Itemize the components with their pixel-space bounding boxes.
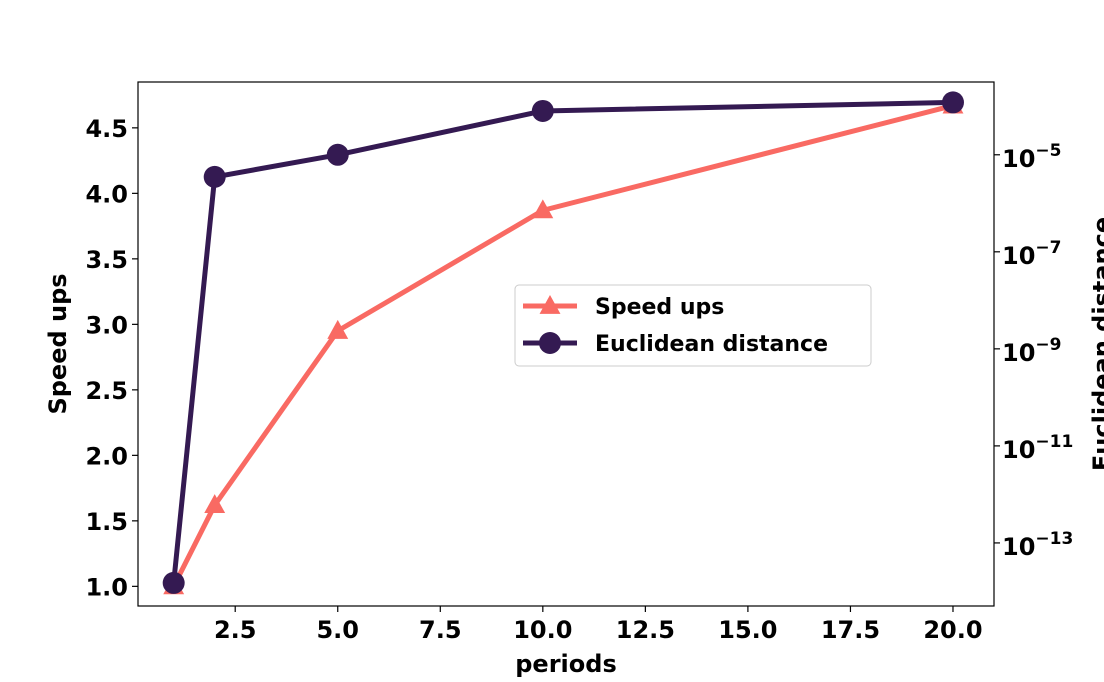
plot-frame [137, 81, 995, 607]
y2-tick-label: 10−7 [1002, 238, 1061, 270]
x-tick-label: 10.0 [513, 616, 572, 644]
y2-tick-label: 10−11 [1002, 432, 1073, 464]
x-tick-label: 12.5 [616, 616, 675, 644]
data-point-circle [531, 99, 554, 122]
data-point-triangle [532, 199, 554, 219]
y-axis-ticks: 1.0 1.5 2.0 2.5 3.0 3.5 4.0 4.5 [85, 115, 138, 601]
legend: Speed ups Euclidean distance [514, 284, 872, 367]
y2-tick-label: 10−13 [1002, 529, 1073, 561]
y-tick-label: 1.0 [85, 573, 128, 601]
data-point-circle [941, 91, 964, 114]
y-tick-label: 3.5 [85, 246, 128, 274]
y-tick-label: 1.5 [85, 508, 128, 536]
x-tick-label: 5.0 [316, 616, 359, 644]
data-point-triangle [204, 494, 226, 514]
x-axis-ticks: 2.5 5.0 7.5 10.0 12.5 15.0 17.5 20.0 [214, 606, 983, 644]
y2-axis-title: Euclidean distance [1088, 217, 1104, 471]
y2-tick-label: 10−5 [1002, 141, 1061, 173]
data-point-triangle [327, 319, 349, 339]
legend-label: Speed ups [595, 295, 724, 320]
data-point-circle [203, 165, 226, 188]
y-axis-title: Speed ups [44, 273, 72, 414]
legend-box [514, 284, 872, 367]
y-tick-label: 4.0 [85, 180, 128, 208]
x-tick-label: 15.0 [718, 616, 777, 644]
legend-marker-circle [539, 332, 561, 354]
y2-axis-ticks: 10−5 10−7 10−9 10−11 10−13 [994, 141, 1073, 561]
data-point-circle [326, 143, 349, 166]
series-layer [162, 91, 964, 595]
legend-marker-triangle [539, 295, 561, 314]
data-point-circle [162, 571, 185, 594]
x-tick-label: 17.5 [821, 616, 880, 644]
y2-tick-label: 10−9 [1002, 335, 1061, 367]
x-tick-label: 7.5 [419, 616, 462, 644]
x-axis-title: periods [515, 650, 616, 678]
y-tick-label: 3.0 [85, 311, 128, 339]
y-tick-label: 2.0 [85, 442, 128, 470]
x-tick-label: 20.0 [923, 616, 982, 644]
y-tick-label: 2.5 [85, 377, 128, 405]
y-tick-label: 4.5 [85, 115, 128, 143]
x-tick-label: 2.5 [214, 616, 257, 644]
legend-label: Euclidean distance [595, 332, 828, 357]
